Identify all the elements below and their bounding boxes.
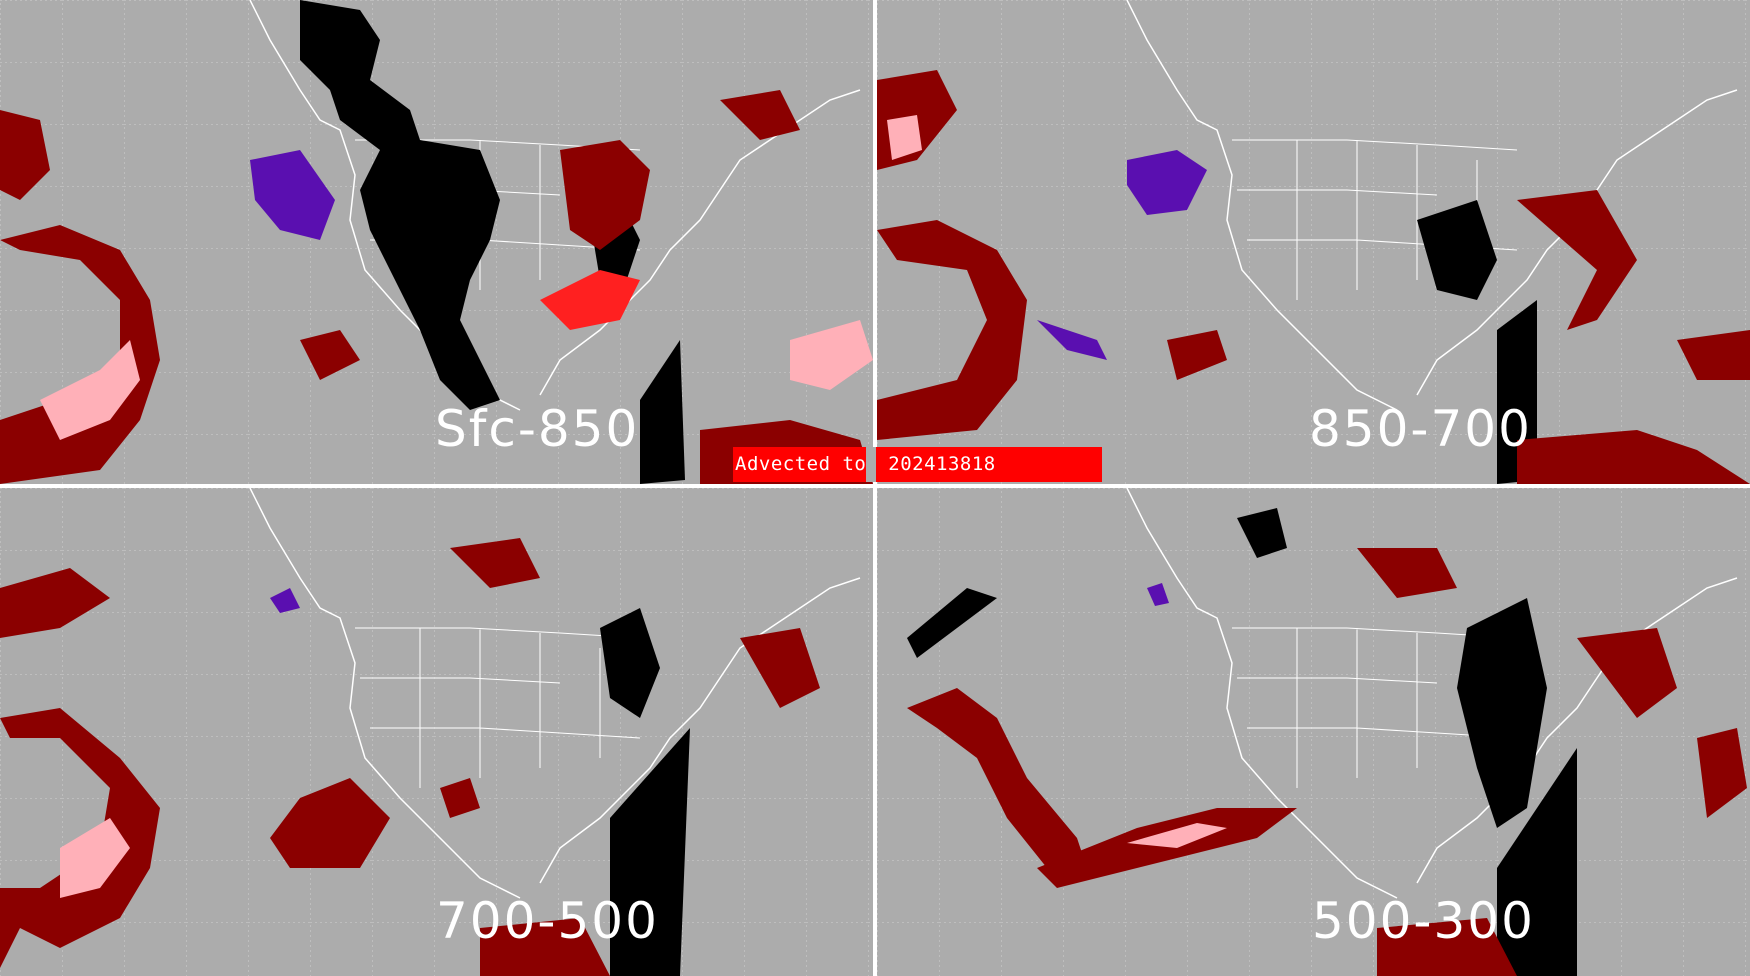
map-850-700 <box>877 0 1750 484</box>
panel-500-300: 500-300 <box>877 488 1750 976</box>
advected-timestamp: 202413818 <box>888 453 996 475</box>
panel-700-500: 700-500 <box>0 488 873 976</box>
layer-label: 700-500 <box>436 892 659 950</box>
panel-sfc-850: Sfc-850 <box>0 0 873 484</box>
purple-region <box>250 150 335 240</box>
purple-region <box>270 588 300 613</box>
state-lines <box>355 627 641 788</box>
state-lines <box>1232 139 1518 300</box>
dark-red-region <box>0 110 50 200</box>
black-region <box>610 728 690 976</box>
purple-region <box>1147 583 1169 606</box>
banner-gap <box>866 447 877 482</box>
pink-region <box>887 115 922 160</box>
dark-red-region <box>0 708 160 968</box>
purple-region <box>1037 320 1107 360</box>
dark-red-region <box>1697 728 1747 818</box>
pink-region <box>1127 823 1227 848</box>
dark-red-region <box>1377 918 1517 976</box>
black-region <box>1497 748 1577 976</box>
black-region <box>300 0 500 410</box>
dark-red-region <box>740 628 820 708</box>
black-region <box>1417 200 1497 300</box>
layer-label: 850-700 <box>1309 400 1532 458</box>
dark-red-region <box>0 225 160 484</box>
lat-lon-grid <box>0 488 873 976</box>
dark-red-region <box>1167 330 1227 380</box>
map-500-300 <box>877 488 1750 976</box>
state-lines <box>1232 627 1518 788</box>
dark-red-region <box>1357 548 1457 598</box>
coastline <box>1126 488 1738 899</box>
dark-red-region <box>1517 190 1637 330</box>
pink-region <box>790 320 873 390</box>
dark-red-region <box>1677 330 1750 380</box>
advected-banner: Advected to 202413818 <box>733 447 1102 482</box>
coastline <box>249 488 861 899</box>
layer-label: Sfc-850 <box>435 400 640 458</box>
pink-region <box>60 818 130 898</box>
dark-red-region <box>450 538 540 588</box>
pink-region <box>40 340 140 440</box>
dark-red-region <box>907 688 1087 868</box>
dark-red-region <box>1577 628 1677 718</box>
black-region <box>1497 300 1537 484</box>
black-region <box>907 588 997 658</box>
lat-lon-grid <box>877 488 1750 976</box>
dark-red-region <box>877 220 1027 440</box>
dark-red-region <box>720 90 800 140</box>
dark-red-region <box>1037 808 1297 888</box>
red-region <box>540 270 640 330</box>
dark-red-region <box>560 140 650 250</box>
black-region <box>640 340 685 484</box>
black-region <box>1237 508 1287 558</box>
black-region <box>600 608 660 718</box>
dark-red-region <box>480 918 610 976</box>
layer-label: 500-300 <box>1312 892 1535 950</box>
advected-label: Advected to <box>735 453 867 475</box>
dark-red-region <box>270 778 390 868</box>
dark-red-region <box>300 330 360 380</box>
panel-850-700: 850-700 <box>877 0 1750 484</box>
dark-red-region <box>1517 430 1750 484</box>
dark-red-region <box>0 568 110 638</box>
black-region <box>1457 598 1547 828</box>
map-700-500 <box>0 488 873 976</box>
dark-red-region <box>440 778 480 818</box>
purple-region <box>1127 150 1207 215</box>
